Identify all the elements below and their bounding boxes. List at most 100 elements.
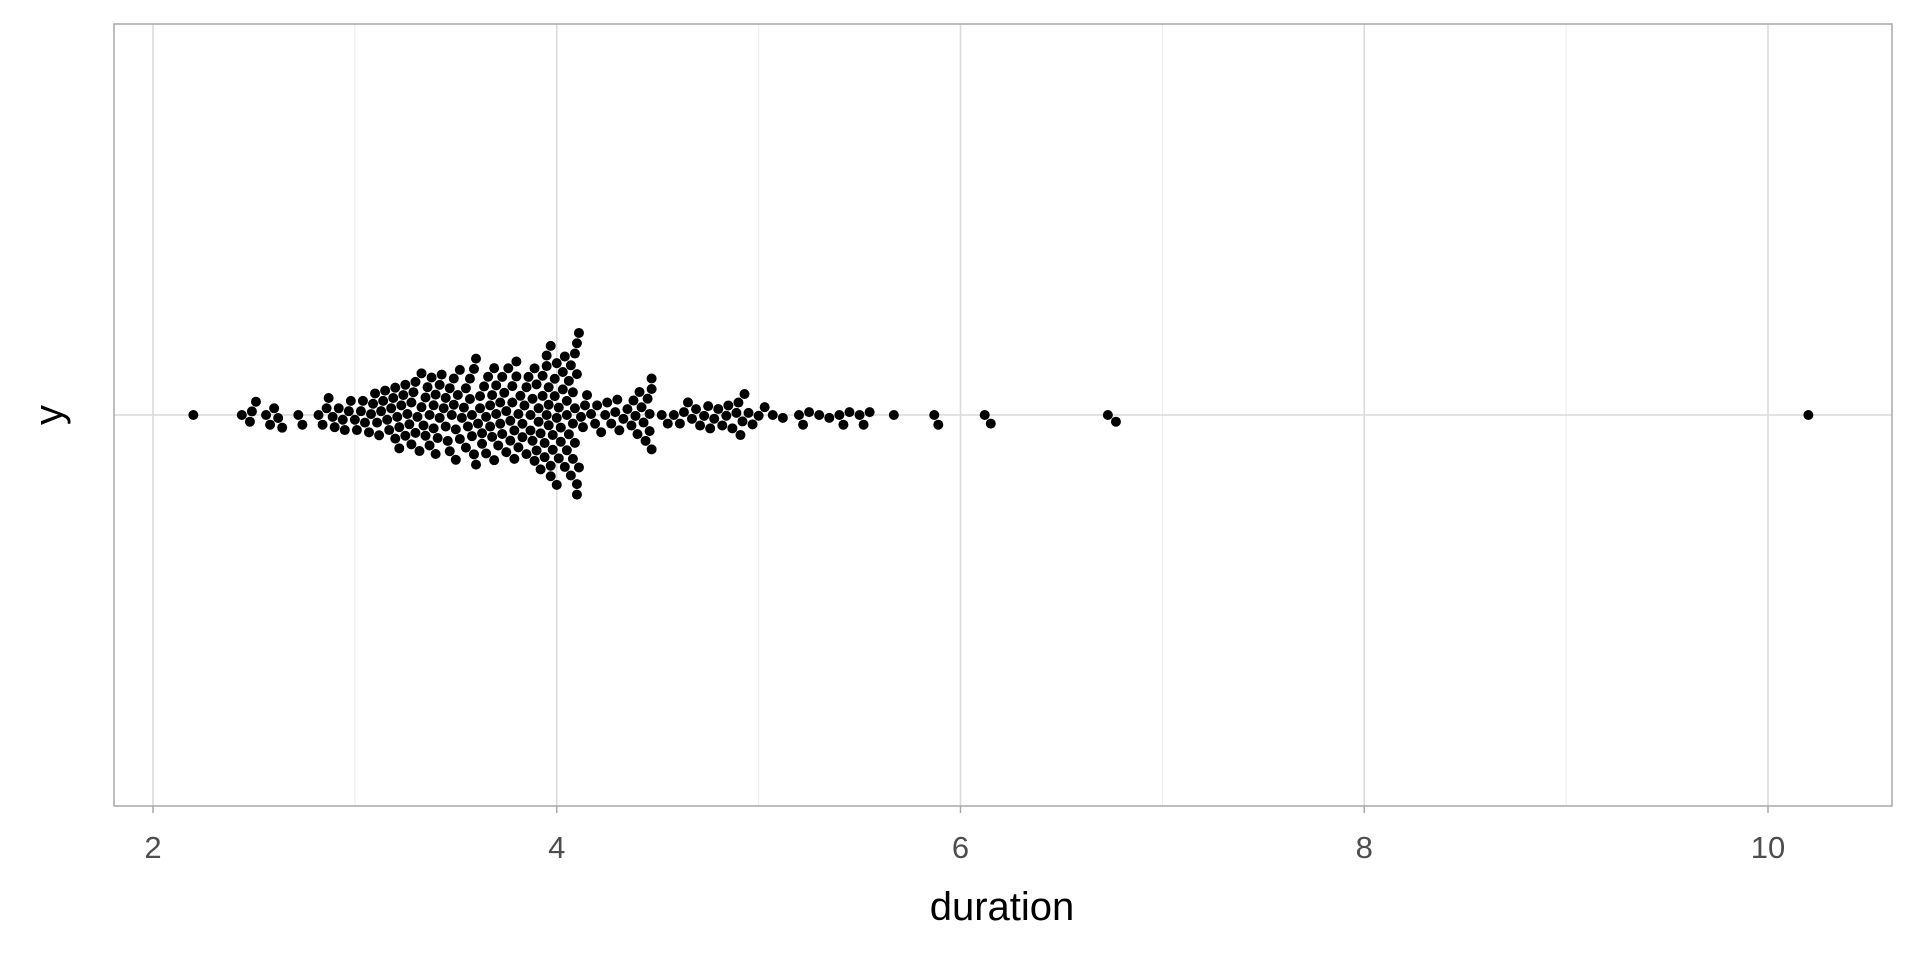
data-point (551, 358, 562, 369)
data-point (464, 394, 475, 405)
data-point (731, 407, 742, 418)
data-point (858, 419, 869, 430)
data-point (545, 340, 556, 351)
data-point (491, 408, 502, 419)
data-point (398, 390, 409, 401)
data-point (394, 422, 405, 433)
data-point (410, 376, 421, 387)
data-point (450, 424, 461, 435)
data-point (503, 363, 514, 374)
data-point (682, 397, 693, 408)
data-point (426, 372, 437, 383)
x-axis: 2 4 6 8 10 (144, 806, 1785, 865)
data-point (529, 363, 540, 374)
data-point (559, 461, 570, 472)
data-point (505, 415, 516, 426)
data-point (727, 423, 738, 434)
data-point (527, 393, 538, 404)
data-point (416, 402, 427, 413)
data-point (487, 390, 498, 401)
data-point (569, 403, 580, 414)
data-point (573, 327, 584, 338)
data-point (430, 389, 441, 400)
data-point (1102, 410, 1113, 420)
data-point (517, 432, 528, 443)
data-point (646, 373, 657, 384)
data-point (678, 407, 689, 418)
data-point (553, 402, 564, 413)
data-point (541, 350, 552, 361)
data-point (368, 398, 379, 409)
data-point (489, 455, 500, 466)
data-point (420, 392, 431, 403)
data-point (656, 410, 667, 420)
data-point (557, 384, 568, 395)
data-point (630, 410, 641, 421)
data-point (561, 445, 572, 456)
data-point (674, 418, 685, 429)
data-point (753, 410, 764, 421)
data-point (448, 399, 459, 410)
data-point (596, 427, 607, 438)
data-point (521, 382, 532, 393)
data-point (525, 410, 536, 420)
data-point (236, 410, 247, 420)
data-point (531, 379, 542, 390)
data-point (575, 411, 586, 422)
data-point (464, 373, 475, 384)
data-point (454, 434, 465, 445)
data-point (380, 385, 391, 396)
data-point (475, 391, 486, 402)
data-point (483, 371, 494, 382)
data-point (622, 404, 633, 415)
data-point (539, 452, 550, 463)
data-point (519, 400, 530, 411)
data-point (460, 383, 471, 394)
data-point (527, 435, 538, 446)
data-point (567, 387, 578, 398)
x-axis-title: duration (930, 885, 1075, 929)
data-point (351, 425, 362, 436)
data-point (529, 455, 540, 466)
data-point (454, 364, 465, 375)
data-point (355, 406, 366, 417)
data-point (456, 412, 467, 423)
data-point (563, 429, 574, 440)
data-point (864, 407, 875, 418)
x-tick-label: 4 (548, 830, 565, 865)
data-point (501, 447, 512, 458)
data-point (466, 431, 477, 442)
data-point (471, 459, 481, 470)
data-point (458, 402, 469, 413)
plot-panel-border (113, 23, 1893, 807)
data-point (569, 348, 580, 359)
data-point (410, 427, 421, 438)
data-point (610, 407, 621, 418)
data-point (448, 373, 459, 384)
data-point (321, 403, 332, 414)
data-point (406, 439, 417, 450)
data-point (543, 399, 554, 410)
data-point (430, 449, 441, 460)
data-point (499, 387, 510, 398)
data-point (614, 425, 625, 436)
data-point (450, 454, 461, 465)
x-tick-label: 8 (1356, 830, 1373, 865)
data-point (747, 419, 758, 430)
data-point (794, 410, 804, 420)
data-point (349, 414, 360, 425)
data-point (735, 430, 746, 441)
data-point (460, 442, 471, 453)
data-point (571, 479, 582, 490)
data-point (699, 410, 710, 421)
data-point (386, 403, 397, 414)
data-point (733, 397, 744, 408)
data-point (507, 397, 518, 408)
data-point (511, 371, 522, 382)
data-point (452, 390, 463, 401)
data-point (557, 367, 568, 378)
data-point (798, 419, 809, 430)
data-point (392, 411, 403, 422)
data-point (717, 420, 728, 431)
